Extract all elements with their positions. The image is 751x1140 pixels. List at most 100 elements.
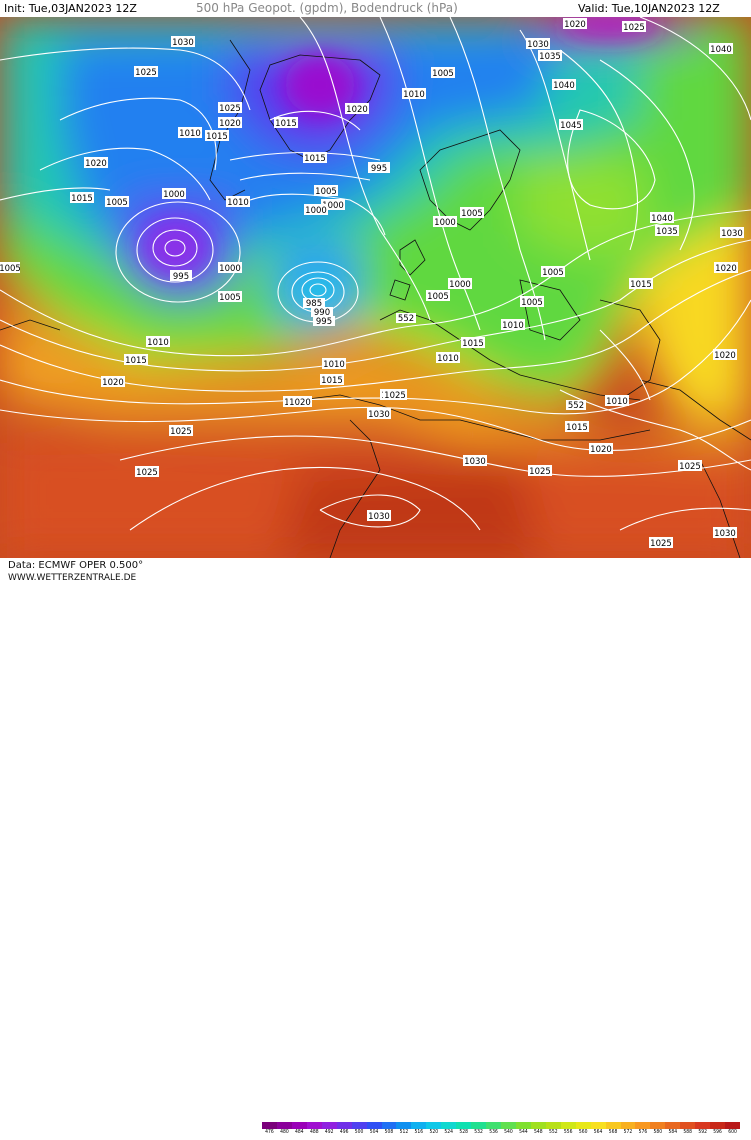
geopotential-labels: 552 552	[396, 313, 586, 411]
svg-text:1020: 1020	[289, 398, 311, 408]
svg-text:1010: 1010	[323, 360, 345, 370]
scale-value: 476	[265, 1129, 274, 1135]
svg-text:1000: 1000	[434, 218, 456, 228]
isobar-label: 1025	[678, 460, 702, 472]
scale-value: 592	[698, 1129, 707, 1135]
svg-text:1005: 1005	[427, 292, 449, 302]
svg-text:1025: 1025	[136, 468, 158, 478]
scale-swatch	[560, 1122, 576, 1129]
scale-value: 556	[563, 1129, 573, 1135]
color-scale-bar	[262, 1122, 740, 1129]
svg-text:1035: 1035	[656, 227, 678, 237]
svg-text:1015: 1015	[566, 423, 588, 433]
scale-value: 588	[683, 1129, 693, 1135]
isobar-label: 1020	[218, 117, 242, 129]
scale-value: 532	[474, 1129, 483, 1135]
svg-text:995: 995	[316, 317, 332, 327]
isobar-label: 1025	[135, 466, 159, 478]
scale-swatch	[590, 1122, 606, 1129]
scale-value: 484	[295, 1129, 304, 1135]
isobar-label: 995	[170, 270, 192, 282]
scale-value: 584	[668, 1129, 678, 1135]
svg-text:1030: 1030	[714, 529, 736, 539]
isobar-label: 1000	[433, 216, 457, 228]
scale-value: 488	[309, 1129, 319, 1135]
scale-swatch	[620, 1122, 636, 1129]
isobar-label: 1010	[501, 319, 525, 331]
isobar-label: 1035	[538, 50, 562, 62]
scale-value: 596	[713, 1129, 722, 1135]
scale-swatch	[321, 1122, 337, 1129]
scale-value: 500	[354, 1129, 364, 1135]
scale-swatch	[396, 1122, 412, 1129]
scale-swatch	[501, 1122, 516, 1129]
isobar-label: 1015	[70, 192, 94, 204]
svg-text:1000: 1000	[219, 264, 241, 274]
isobar-label: 1025	[528, 465, 552, 477]
svg-text:1005: 1005	[106, 198, 128, 208]
scale-swatch	[351, 1122, 367, 1129]
isobar-label: 1015	[565, 421, 589, 433]
svg-text:1025: 1025	[650, 539, 672, 549]
svg-text:1025: 1025	[135, 68, 157, 78]
isobar-label: 1015	[629, 278, 653, 290]
svg-text:1020: 1020	[564, 20, 586, 30]
isobar-label: 1010	[605, 395, 629, 407]
svg-text:1045: 1045	[560, 121, 582, 131]
scale-value: 564	[593, 1129, 603, 1135]
scale-swatch	[695, 1122, 711, 1129]
isobar-label: 1030	[367, 408, 391, 420]
isobar-label: 990	[311, 307, 333, 318]
isobar-label: 1005	[314, 185, 338, 197]
svg-text:552: 552	[398, 314, 414, 324]
scale-swatch	[530, 1122, 546, 1129]
svg-text:1015: 1015	[206, 132, 228, 142]
isobar-label: 1040	[709, 43, 733, 55]
svg-text:1005: 1005	[432, 69, 454, 79]
scale-value: 536	[489, 1129, 498, 1135]
isobar-label: 1020	[563, 18, 587, 30]
svg-text:1015: 1015	[71, 194, 93, 204]
svg-text:1000: 1000	[449, 280, 471, 290]
svg-text:995: 995	[173, 272, 189, 282]
svg-text:1005: 1005	[542, 268, 564, 278]
isobar-label: 1010	[178, 127, 202, 139]
isobar-label: 1025	[169, 425, 193, 437]
svg-text:1015: 1015	[630, 280, 652, 290]
scale-swatch	[486, 1122, 501, 1129]
scale-swatch	[515, 1122, 531, 1129]
isobar-label: 1010	[436, 352, 460, 364]
svg-text:1015: 1015	[125, 356, 147, 366]
isobar-label: 1020	[589, 443, 613, 455]
valid-time-label: Valid: Tue,10JAN2023 12Z	[578, 2, 720, 15]
isobar-label: 1005	[0, 262, 21, 274]
data-source-label: Data: ECMWF OPER 0.500°	[8, 560, 144, 571]
isobar-label: 1030	[367, 510, 391, 522]
isobar-label: 1020	[84, 157, 108, 169]
isobar-label: 1015	[461, 337, 485, 349]
header-bar: Init: Tue,03JAN2023 12Z 500 hPa Geopot. …	[0, 0, 751, 17]
svg-text:1010: 1010	[437, 354, 459, 364]
svg-text:1040: 1040	[710, 45, 732, 55]
isobars	[0, 17, 751, 531]
svg-text:1020: 1020	[714, 351, 736, 361]
scale-value: 480	[280, 1129, 289, 1135]
svg-text:1030: 1030	[527, 40, 549, 50]
scale-swatch	[262, 1122, 277, 1129]
isobar-label: 1005	[520, 296, 544, 308]
scale-swatch	[575, 1122, 591, 1129]
scale-value: 548	[534, 1129, 543, 1135]
isobar-label: 1030	[720, 227, 744, 239]
scale-swatch	[605, 1122, 621, 1129]
isobar-label: 1005	[541, 266, 565, 278]
isobar-label: 1005	[431, 67, 455, 79]
isobar-label: 1015	[274, 117, 298, 129]
geopotential-label: 552	[396, 313, 416, 324]
scale-value: 528	[459, 1129, 468, 1135]
scale-swatch	[725, 1122, 740, 1129]
isobar-label: 1005	[460, 207, 484, 219]
svg-text:1010: 1010	[403, 90, 425, 100]
svg-text:1015: 1015	[462, 339, 484, 349]
isobar-label: 1035	[655, 225, 679, 237]
svg-text:1005: 1005	[521, 298, 543, 308]
